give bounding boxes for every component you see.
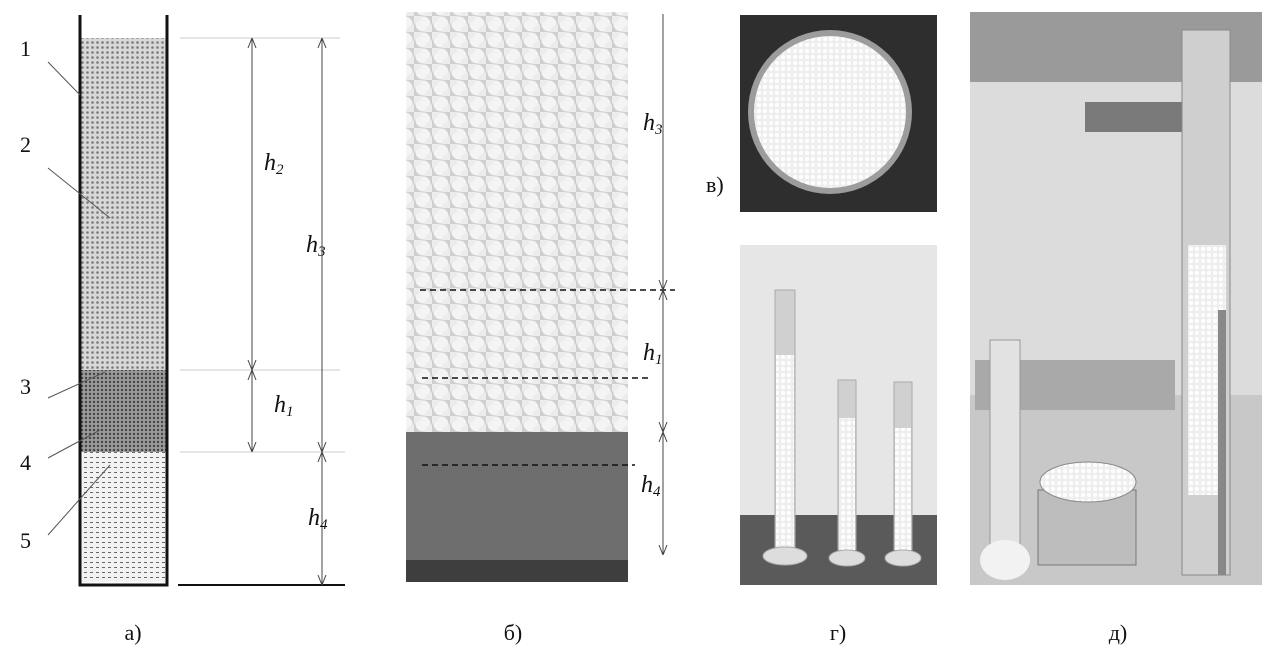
- caption: в): [706, 172, 724, 197]
- layer-3: [80, 370, 167, 452]
- granules: [776, 355, 794, 550]
- ruler: [1218, 310, 1226, 575]
- panel-b: h3 h1 h4 б): [406, 12, 675, 645]
- symbol: h: [643, 340, 655, 366]
- layer-5: [80, 452, 167, 582]
- dimension-lines: [252, 38, 322, 585]
- label: 1: [20, 36, 31, 61]
- symbol: h: [274, 392, 286, 418]
- dim-label: h3: [306, 232, 326, 260]
- symbol: h: [643, 110, 655, 136]
- subscript: 3: [654, 122, 663, 138]
- label: 5: [20, 528, 31, 553]
- subscript: 2: [276, 162, 284, 178]
- label: 3: [20, 374, 31, 399]
- granules: [839, 418, 855, 550]
- granules: [895, 428, 911, 550]
- photo-bottom: [406, 560, 628, 582]
- symbol: h: [641, 472, 653, 498]
- photo-spheres: [406, 12, 628, 432]
- figure: 1 2 3 4 5 h2 h3 h1 h4 а) h3 h1 h4 б) в): [0, 0, 1275, 651]
- label: 2: [20, 132, 31, 157]
- caption: а): [124, 620, 141, 645]
- subscript: 4: [653, 484, 661, 500]
- subscript: 1: [286, 404, 294, 420]
- caption: г): [830, 620, 846, 645]
- dim-label: h1: [643, 340, 663, 368]
- subscript: 1: [655, 352, 663, 368]
- dish: [1040, 462, 1136, 502]
- cylinder: [990, 340, 1020, 570]
- subscript: 3: [317, 244, 326, 260]
- granules: [980, 540, 1030, 580]
- caption: д): [1109, 620, 1128, 645]
- dim-label: h2: [264, 150, 284, 178]
- panel-c: в): [706, 15, 937, 212]
- dim-label: h4: [308, 505, 328, 533]
- symbol: h: [308, 505, 320, 531]
- dim-label: h4: [641, 472, 661, 500]
- symbol: h: [306, 232, 318, 258]
- granules: [754, 36, 906, 188]
- panel-a: 1 2 3 4 5 h2 h3 h1 h4 а): [20, 15, 345, 645]
- label: 4: [20, 450, 31, 475]
- subscript: 4: [320, 517, 328, 533]
- dim-label: h1: [274, 392, 294, 420]
- dim-label: h3: [643, 110, 663, 138]
- symbol: h: [264, 150, 276, 176]
- panel-e: д): [970, 12, 1262, 645]
- panel-d: г): [740, 245, 937, 645]
- caption: б): [504, 620, 523, 645]
- photo-liquid: [406, 432, 628, 582]
